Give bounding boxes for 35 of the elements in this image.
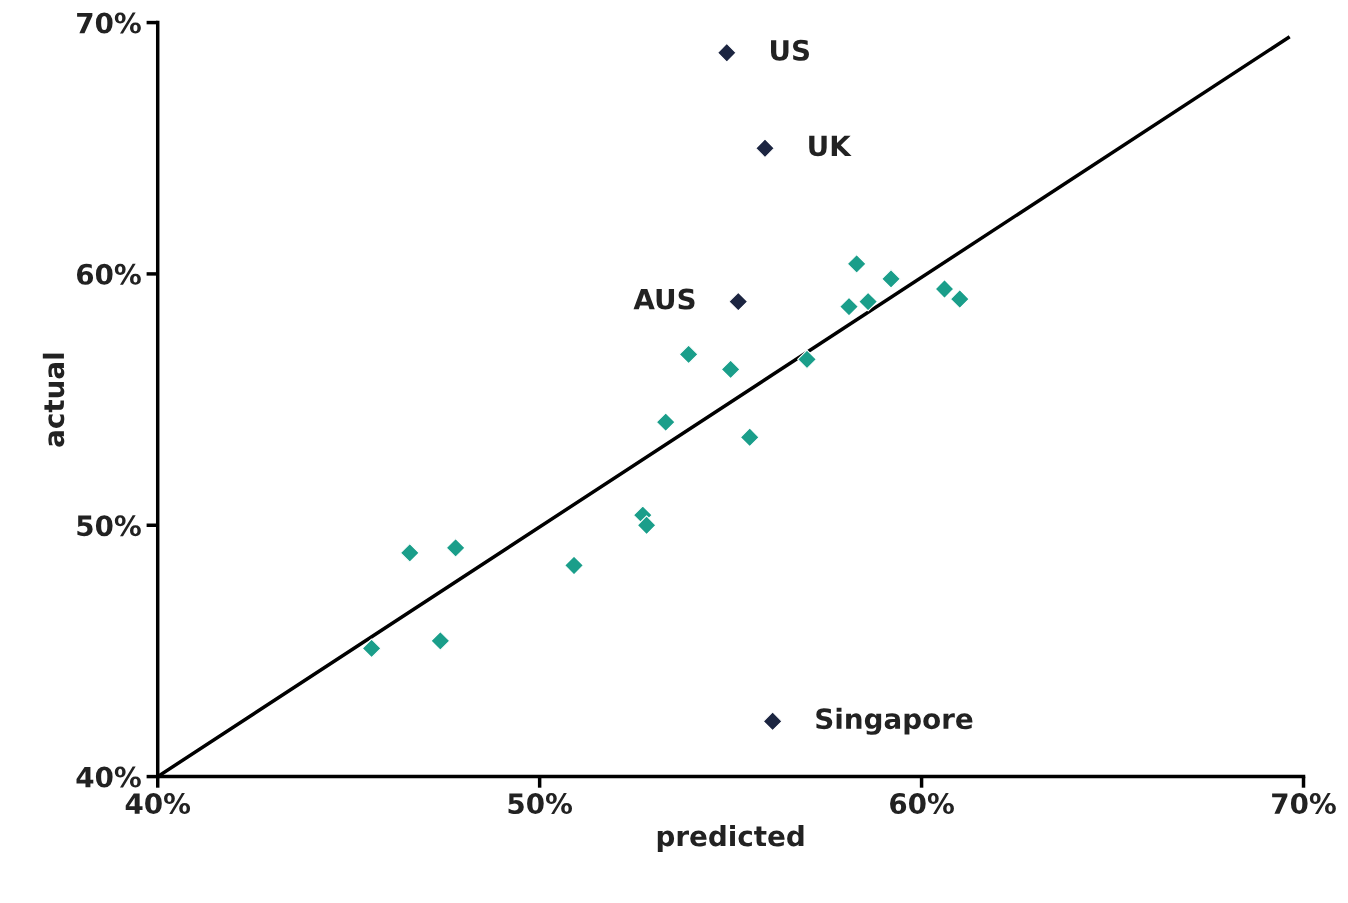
point xyxy=(762,711,783,732)
point xyxy=(564,555,584,576)
point xyxy=(399,543,420,563)
annotation: AUS xyxy=(633,288,695,310)
point xyxy=(720,359,741,380)
point xyxy=(655,412,676,433)
point xyxy=(755,138,775,159)
annotation: US xyxy=(771,39,809,61)
y-tick-label: 70% xyxy=(77,12,141,34)
x-axis-title: predicted xyxy=(657,824,804,852)
point xyxy=(430,630,451,651)
point xyxy=(934,279,955,299)
point xyxy=(445,537,466,558)
annotation: UK xyxy=(809,135,852,157)
point xyxy=(846,253,867,274)
point xyxy=(716,42,737,63)
x-tick-label: 60% xyxy=(890,793,954,815)
point xyxy=(739,427,760,448)
annotation: Singapore xyxy=(816,707,973,735)
point xyxy=(839,296,859,317)
point xyxy=(678,344,699,365)
point xyxy=(636,515,657,536)
point xyxy=(797,349,817,370)
x-tick-label: 40% xyxy=(125,793,191,815)
point xyxy=(728,291,749,312)
point xyxy=(361,638,382,659)
x-tick-label: 70% xyxy=(1272,793,1336,815)
y-tick-label: 50% xyxy=(77,515,141,537)
point xyxy=(881,269,901,289)
y-tick-label: 40% xyxy=(76,766,141,788)
y-axis-title: actual xyxy=(42,353,65,447)
point xyxy=(949,289,970,309)
y-tick-label: 60% xyxy=(76,263,141,285)
point xyxy=(858,291,878,312)
x-tick-label: 50% xyxy=(508,793,573,815)
